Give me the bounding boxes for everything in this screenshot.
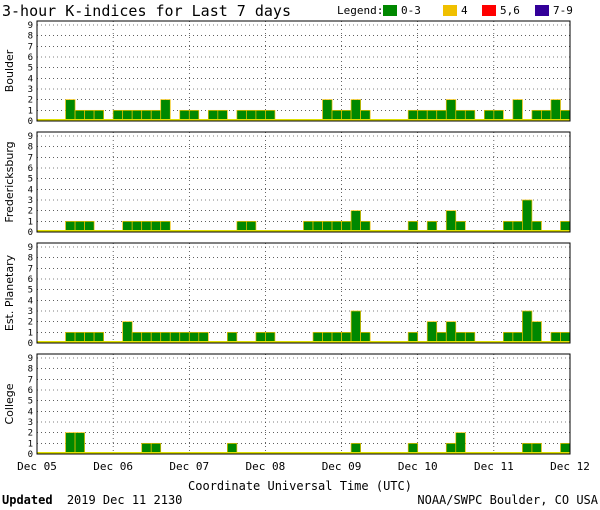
bar <box>350 310 361 344</box>
panel-label: Fredericksburg <box>3 141 16 222</box>
bar <box>350 99 361 122</box>
legend-entry-3: 7-9 <box>553 4 573 17</box>
bar <box>160 99 171 122</box>
bar <box>122 321 133 344</box>
panels: 0123456789Boulder0123456789Fredericksbur… <box>3 20 571 460</box>
y-tick-label: 9 <box>28 21 33 31</box>
y-tick-label: 6 <box>28 164 33 174</box>
y-tick-label: 8 <box>28 254 33 264</box>
bar <box>550 99 561 122</box>
legend-swatch-1 <box>443 5 457 16</box>
bar <box>512 99 523 122</box>
y-tick-label: 9 <box>28 132 33 142</box>
y-tick-label: 3 <box>28 418 33 428</box>
y-tick-label: 7 <box>28 375 33 385</box>
panel-label: Boulder <box>3 49 16 92</box>
footer-updated: Updated 2019 Dec 11 2130 <box>2 493 182 507</box>
y-tick-label: 8 <box>28 143 33 153</box>
bar <box>455 432 466 455</box>
chart-legend: Legend: 0-3 4 5,6 7-9 <box>337 4 573 17</box>
bar <box>322 99 333 122</box>
bar <box>426 321 438 344</box>
bar <box>74 432 85 455</box>
panel-frame <box>36 20 571 122</box>
y-tick-label: 5 <box>28 286 33 296</box>
y-tick-label: 5 <box>28 64 33 74</box>
x-tick-label: Dec 09 <box>322 460 362 473</box>
x-tick-label: Dec 12 <box>550 460 590 473</box>
panel-frame <box>36 131 571 233</box>
legend-swatch-3 <box>535 5 549 16</box>
x-tick-label: Dec 06 <box>93 460 133 473</box>
panel-label: Est. Planetary <box>3 254 16 331</box>
y-tick-label: 6 <box>28 275 33 285</box>
x-tick-label: Dec 08 <box>246 460 286 473</box>
y-tick-label: 1 <box>28 328 33 338</box>
panel-frame <box>36 242 571 344</box>
bar <box>522 310 533 344</box>
y-tick-label: 2 <box>28 96 33 106</box>
legend-entry-0: 0-3 <box>401 4 421 17</box>
x-tick-label: Dec 05 <box>17 460 57 473</box>
y-tick-label: 1 <box>28 217 33 227</box>
y-tick-label: 9 <box>28 243 33 253</box>
y-tick-label: 5 <box>28 397 33 407</box>
legend-swatch-2 <box>482 5 496 16</box>
y-tick-label: 7 <box>28 42 33 52</box>
y-tick-label: 8 <box>28 365 33 375</box>
panel-label: College <box>3 383 16 424</box>
legend-entry-2: 5,6 <box>500 4 520 17</box>
legend-swatch-0 <box>383 5 397 16</box>
legend-label: Legend: <box>337 4 383 17</box>
y-tick-label: 4 <box>28 296 33 306</box>
y-tick-label: 5 <box>28 175 33 185</box>
x-tick-label: Dec 10 <box>398 460 438 473</box>
x-tick-label: Dec 11 <box>474 460 514 473</box>
footer-updated-time: 2019 Dec 11 2130 <box>67 493 183 507</box>
y-tick-label: 0 <box>28 228 33 238</box>
bar <box>531 321 542 344</box>
bar <box>65 432 76 455</box>
y-tick-label: 0 <box>28 450 33 460</box>
y-tick-label: 1 <box>28 439 33 449</box>
y-tick-label: 3 <box>28 196 33 206</box>
bar <box>445 210 457 233</box>
y-tick-label: 6 <box>28 53 33 63</box>
y-tick-label: 3 <box>28 85 33 95</box>
bar <box>350 210 361 233</box>
y-tick-label: 4 <box>28 74 33 84</box>
x-axis-ticks: Dec 05 Dec 06 Dec 07 Dec 08 Dec 09 Dec 10 Dec … <box>17 460 590 473</box>
y-tick-label: 2 <box>28 207 33 217</box>
y-tick-label: 8 <box>28 32 33 42</box>
y-tick-label: 0 <box>28 117 33 127</box>
legend-entry-1: 4 <box>461 4 468 17</box>
y-tick-label: 4 <box>28 185 33 195</box>
panel-frame <box>36 353 571 455</box>
y-tick-label: 1 <box>28 106 33 116</box>
footer-updated-label: Updated <box>2 493 53 507</box>
x-axis-title: Coordinate Universal Time (UTC) <box>188 479 412 493</box>
y-tick-label: 7 <box>28 264 33 274</box>
chart-title: 3-hour K-indices for Last 7 days <box>2 2 291 20</box>
bar <box>522 199 533 233</box>
footer-source: NOAA/SWPC Boulder, CO USA <box>417 493 598 507</box>
y-tick-label: 7 <box>28 153 33 163</box>
y-tick-label: 4 <box>28 407 33 417</box>
x-tick-label: Dec 07 <box>169 460 209 473</box>
y-tick-label: 9 <box>28 354 33 364</box>
y-tick-label: 0 <box>28 339 33 349</box>
bar <box>445 321 457 344</box>
bar <box>445 99 457 122</box>
y-tick-label: 6 <box>28 386 33 396</box>
y-tick-label: 2 <box>28 318 33 328</box>
y-tick-label: 2 <box>28 429 33 439</box>
y-tick-label: 3 <box>28 307 33 317</box>
bar <box>65 99 76 122</box>
